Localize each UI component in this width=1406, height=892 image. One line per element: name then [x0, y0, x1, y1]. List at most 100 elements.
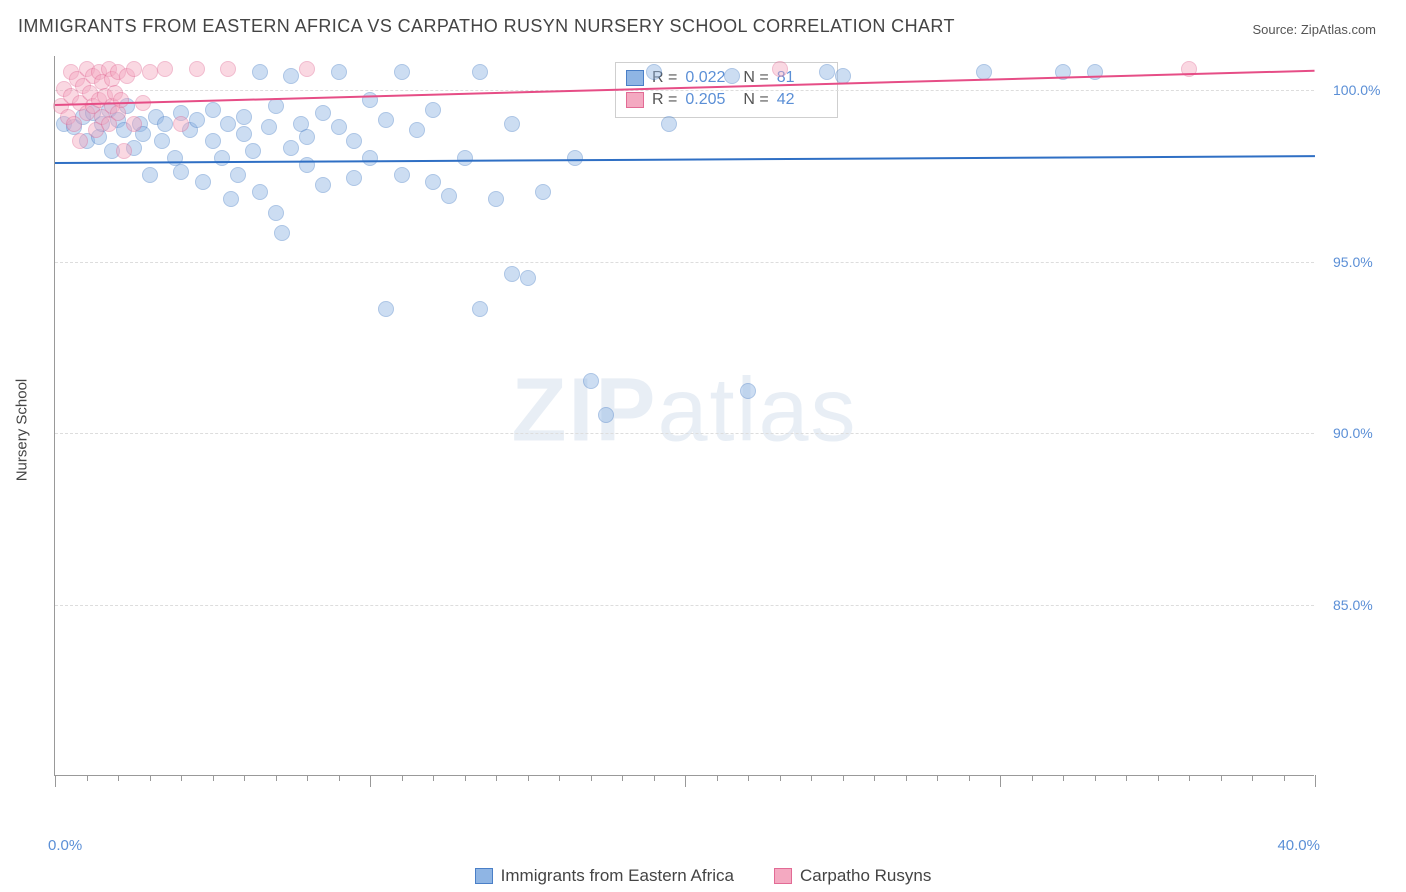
scatter-point [835, 68, 851, 84]
y-tick-label: 90.0% [1333, 425, 1373, 441]
scatter-point [274, 225, 290, 241]
x-tick-mark [969, 775, 970, 781]
legend-label-blue: Immigrants from Eastern Africa [501, 866, 734, 886]
scatter-point [378, 112, 394, 128]
scatter-point [142, 167, 158, 183]
scatter-point [346, 133, 362, 149]
scatter-point [394, 64, 410, 80]
chart-container: IMMIGRANTS FROM EASTERN AFRICA VS CARPAT… [0, 0, 1406, 892]
scatter-point [472, 64, 488, 80]
scatter-point [535, 184, 551, 200]
y-tick-label: 95.0% [1333, 254, 1373, 270]
scatter-point [646, 64, 662, 80]
x-tick-mark [811, 775, 812, 781]
stat-n-label-pink: N = [743, 89, 768, 111]
x-tick-mark [1189, 775, 1190, 781]
scatter-point [126, 116, 142, 132]
x-tick-mark [433, 775, 434, 781]
x-tick-mark [622, 775, 623, 781]
scatter-point [110, 105, 126, 121]
swatch-blue-icon [626, 70, 644, 86]
x-tick-mark [55, 775, 56, 787]
scatter-point [299, 129, 315, 145]
scatter-point [583, 373, 599, 389]
legend-swatch-pink-icon [774, 868, 792, 884]
x-tick-mark [559, 775, 560, 781]
scatter-point [315, 177, 331, 193]
x-tick-mark [906, 775, 907, 781]
x-tick-mark [1221, 775, 1222, 781]
scatter-point [214, 150, 230, 166]
scatter-point [488, 191, 504, 207]
scatter-point [245, 143, 261, 159]
x-tick-mark [370, 775, 371, 787]
scatter-point [315, 105, 331, 121]
chart-title: IMMIGRANTS FROM EASTERN AFRICA VS CARPAT… [18, 16, 955, 37]
scatter-point [331, 119, 347, 135]
x-tick-mark [307, 775, 308, 781]
scatter-point [425, 174, 441, 190]
x-axis-end-label: 40.0% [1277, 837, 1320, 854]
scatter-point [157, 61, 173, 77]
legend-item-blue: Immigrants from Eastern Africa [475, 866, 734, 886]
scatter-point [567, 150, 583, 166]
x-tick-mark [1000, 775, 1001, 787]
x-tick-mark [276, 775, 277, 781]
gridline [55, 605, 1314, 606]
scatter-point [236, 109, 252, 125]
scatter-point [205, 102, 221, 118]
x-tick-mark [213, 775, 214, 781]
x-axis-start-label: 0.0% [48, 837, 82, 854]
source-label: Source: ZipAtlas.com [1252, 22, 1376, 37]
scatter-point [504, 266, 520, 282]
scatter-point [378, 301, 394, 317]
x-tick-mark [843, 775, 844, 781]
scatter-point [346, 170, 362, 186]
scatter-point [772, 61, 788, 77]
scatter-point [283, 140, 299, 156]
scatter-point [189, 61, 205, 77]
x-tick-mark [528, 775, 529, 781]
scatter-point [195, 174, 211, 190]
x-tick-mark [1032, 775, 1033, 781]
x-tick-mark [339, 775, 340, 781]
x-tick-mark [1063, 775, 1064, 781]
scatter-point [394, 167, 410, 183]
scatter-point [362, 92, 378, 108]
y-axis-label: Nursery School [14, 379, 31, 482]
stat-n-value-pink: 42 [777, 89, 827, 111]
scatter-point [223, 191, 239, 207]
watermark: ZIPatlas [511, 359, 857, 462]
x-tick-mark [402, 775, 403, 781]
scatter-point [299, 61, 315, 77]
plot-area: ZIPatlas R = 0.022 N = 81 R = 0.205 N = … [54, 56, 1314, 776]
x-tick-mark [1284, 775, 1285, 781]
scatter-point [362, 150, 378, 166]
y-tick-label: 100.0% [1333, 82, 1380, 98]
x-tick-mark [1158, 775, 1159, 781]
x-tick-mark [87, 775, 88, 781]
gridline [55, 90, 1314, 91]
x-tick-mark [717, 775, 718, 781]
stat-r-value-pink: 0.205 [685, 89, 735, 111]
x-tick-mark [181, 775, 182, 781]
scatter-point [189, 112, 205, 128]
x-tick-mark [748, 775, 749, 781]
x-tick-mark [1315, 775, 1316, 787]
gridline [55, 262, 1314, 263]
stats-row-pink: R = 0.205 N = 42 [626, 89, 827, 111]
scatter-point [457, 150, 473, 166]
legend-item-pink: Carpatho Rusyns [774, 866, 931, 886]
x-tick-mark [244, 775, 245, 781]
scatter-point [173, 116, 189, 132]
scatter-point [154, 133, 170, 149]
scatter-point [230, 167, 246, 183]
scatter-point [116, 143, 132, 159]
scatter-point [740, 383, 756, 399]
legend-swatch-blue-icon [475, 868, 493, 884]
scatter-point [113, 92, 129, 108]
scatter-point [598, 407, 614, 423]
scatter-point [472, 301, 488, 317]
scatter-point [252, 184, 268, 200]
scatter-point [299, 157, 315, 173]
